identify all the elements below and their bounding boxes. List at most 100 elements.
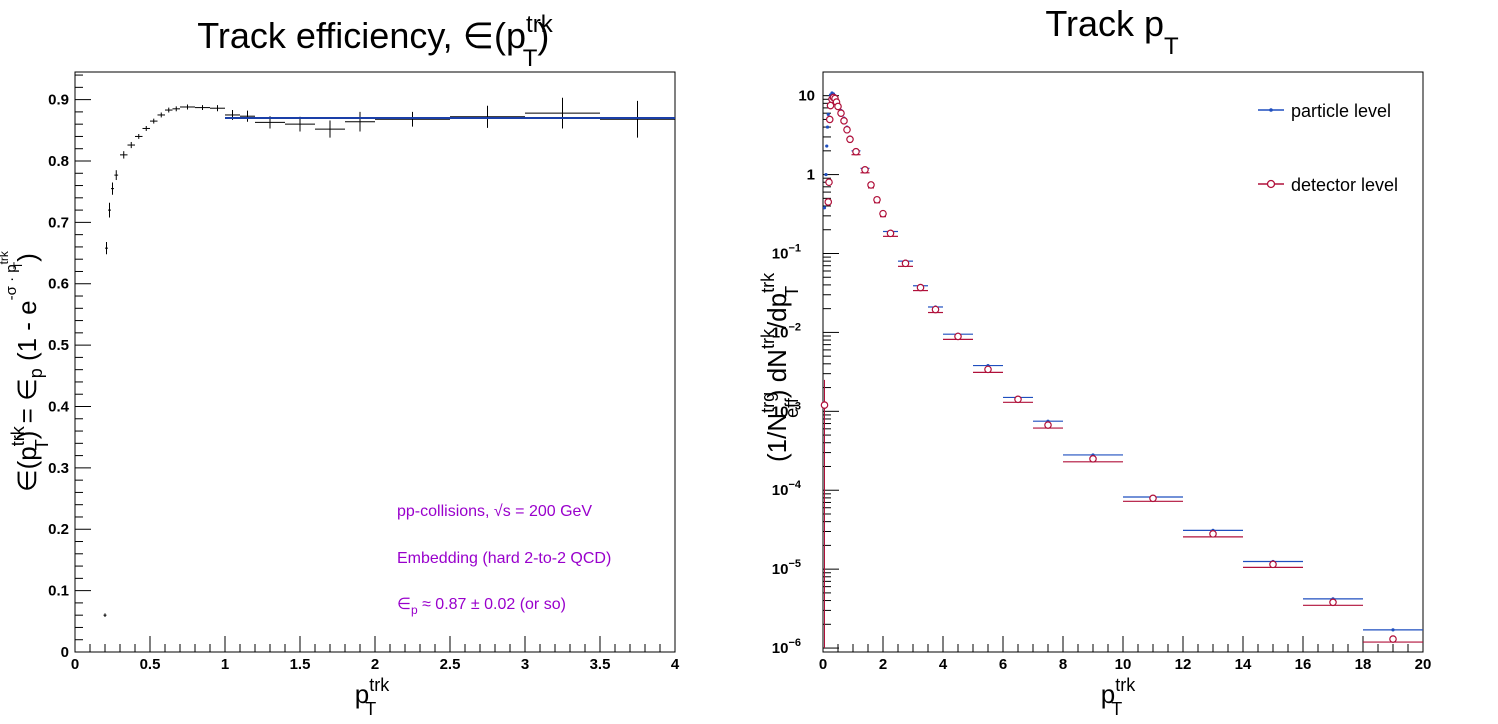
particle-level-point bbox=[824, 172, 828, 177]
particle-level-points bbox=[822, 91, 1423, 632]
annotation-embedding: Embedding (hard 2-to-2 QCD) bbox=[397, 550, 611, 567]
x-tick-label: 8 bbox=[1059, 656, 1067, 673]
y-tick-label: 10−3 bbox=[772, 400, 801, 420]
y-tick-label: 0.9 bbox=[48, 92, 69, 109]
detector-level-point bbox=[898, 259, 913, 268]
detector-level-point bbox=[879, 209, 887, 218]
efficiency-xlabel: ptrk T bbox=[355, 675, 390, 719]
particle-level-point bbox=[825, 144, 829, 148]
detector-level-point bbox=[860, 165, 870, 174]
efficiency-point bbox=[240, 110, 255, 122]
efficiency-point bbox=[180, 104, 195, 110]
legend-detector-marker bbox=[1266, 179, 1276, 189]
detector-level-point bbox=[1243, 560, 1303, 569]
efficiency-point bbox=[157, 112, 165, 118]
efficiency-point bbox=[108, 202, 111, 218]
detector-level-point bbox=[846, 135, 854, 144]
x-tick-label: 2.5 bbox=[440, 656, 461, 673]
detector-level-point bbox=[913, 283, 928, 292]
efficiency-point bbox=[195, 105, 210, 111]
efficiency-point bbox=[450, 105, 525, 128]
particle-level-point bbox=[825, 125, 830, 129]
efficiency-point bbox=[127, 141, 135, 149]
detector-level-point bbox=[825, 115, 834, 124]
track-pt-panel: Track pT 0 2 4 6 8 10 12 14 16 18 20 10 1 10−1 10−2 10−… bbox=[758, 3, 1431, 719]
y-tick-label: 0.1 bbox=[48, 583, 69, 600]
detector-level-point bbox=[826, 101, 835, 110]
efficiency-point bbox=[525, 97, 600, 129]
track-pt-ylabel: (1/Ntrg eff) dNtrk/dptrk T bbox=[758, 272, 802, 462]
detector-level-point bbox=[867, 181, 875, 189]
track-pt-xlabel: ptrk T bbox=[1101, 675, 1136, 719]
legend-detector-label: detector level bbox=[1291, 175, 1398, 195]
efficiency-axis-ticks: 0 0.5 1 1.5 2 2.5 3 3.5 4 0 0.1 0.2 0.3 0.4 0.5 0.6 0.7 0… bbox=[48, 74, 680, 673]
efficiency-point bbox=[210, 105, 225, 112]
detector-level-point bbox=[837, 109, 845, 117]
x-tick-label: 16 bbox=[1295, 656, 1312, 673]
detector-level-point bbox=[873, 195, 881, 204]
y-tick-label: 0.4 bbox=[48, 398, 70, 415]
particle-level-point bbox=[822, 206, 827, 210]
x-tick-label: 2 bbox=[371, 656, 379, 673]
detector-level-point bbox=[851, 147, 861, 156]
efficiency-point bbox=[345, 111, 375, 132]
legend: particle level detector level bbox=[1258, 101, 1398, 195]
detector-level-points bbox=[820, 93, 1423, 649]
y-tick-label: 0.2 bbox=[48, 521, 69, 538]
detector-level-point bbox=[843, 125, 851, 134]
x-tick-label: 0 bbox=[819, 656, 827, 673]
track-pt-axis-ticks: 0 2 4 6 8 10 12 14 16 18 20 10 1 10−1 10−2 10−3 10−4 10−5… bbox=[772, 88, 1432, 673]
detector-level-point bbox=[1123, 494, 1183, 503]
detector-level-point bbox=[825, 178, 833, 187]
y-tick-label: 10−6 bbox=[772, 637, 801, 657]
x-tick-label: 3.5 bbox=[590, 656, 611, 673]
x-tick-label: 0.5 bbox=[140, 656, 161, 673]
detector-level-point bbox=[883, 229, 898, 238]
y-tick-label: 10−4 bbox=[772, 479, 802, 499]
y-tick-label: 0.8 bbox=[48, 153, 69, 170]
x-tick-label: 1 bbox=[221, 656, 229, 673]
y-tick-label: 10 bbox=[798, 88, 815, 105]
detector-level-point bbox=[834, 102, 842, 111]
efficiency-point bbox=[114, 170, 119, 181]
efficiency-panel: Track efficiency, ∈(ptrk T) 0 0.5 1 1.5 2 2.5 3… bbox=[0, 11, 680, 719]
particle-level-point bbox=[826, 112, 830, 116]
detector-level-point bbox=[820, 379, 829, 649]
efficiency-point bbox=[103, 613, 107, 618]
detector-level-point bbox=[1063, 455, 1123, 463]
efficiency-point bbox=[105, 242, 108, 255]
annotation-collisions: pp-collisions, √s = 200 GeV bbox=[397, 503, 592, 520]
detector-level-point bbox=[1033, 421, 1063, 429]
efficiency-point bbox=[315, 120, 345, 138]
detector-level-point bbox=[824, 198, 833, 206]
efficiency-point bbox=[142, 126, 150, 131]
x-tick-label: 18 bbox=[1355, 656, 1372, 673]
y-tick-label: 10−5 bbox=[772, 558, 801, 578]
y-tick-label: 10−1 bbox=[772, 242, 801, 262]
x-tick-label: 20 bbox=[1415, 656, 1432, 673]
x-tick-label: 6 bbox=[999, 656, 1007, 673]
y-tick-label: 0.7 bbox=[48, 214, 69, 231]
x-tick-label: 2 bbox=[879, 656, 887, 673]
x-tick-label: 12 bbox=[1175, 656, 1192, 673]
detector-level-point bbox=[840, 117, 848, 125]
detector-level-point bbox=[1303, 598, 1363, 607]
efficiency-point bbox=[165, 107, 173, 113]
particle-level-point bbox=[1363, 628, 1423, 632]
y-tick-label: 0 bbox=[61, 644, 69, 661]
efficiency-point bbox=[375, 111, 450, 127]
y-tick-label: 0.6 bbox=[48, 276, 69, 293]
efficiency-ylabel: ∈(ptrk T) = ∈p (1 - e-σ · ptrkT) bbox=[0, 250, 52, 492]
detector-level-point bbox=[1363, 635, 1423, 643]
y-tick-label: 0.5 bbox=[48, 337, 69, 354]
efficiency-point bbox=[285, 116, 315, 132]
efficiency-point bbox=[135, 133, 143, 139]
detector-level-point bbox=[943, 332, 973, 341]
y-tick-label: 0.3 bbox=[48, 460, 69, 477]
x-tick-label: 3 bbox=[521, 656, 529, 673]
efficiency-point bbox=[111, 182, 114, 195]
y-tick-label: 1 bbox=[807, 167, 815, 184]
efficiency-point bbox=[150, 118, 158, 124]
efficiency-title: Track efficiency, ∈(ptrk T) bbox=[197, 11, 553, 72]
